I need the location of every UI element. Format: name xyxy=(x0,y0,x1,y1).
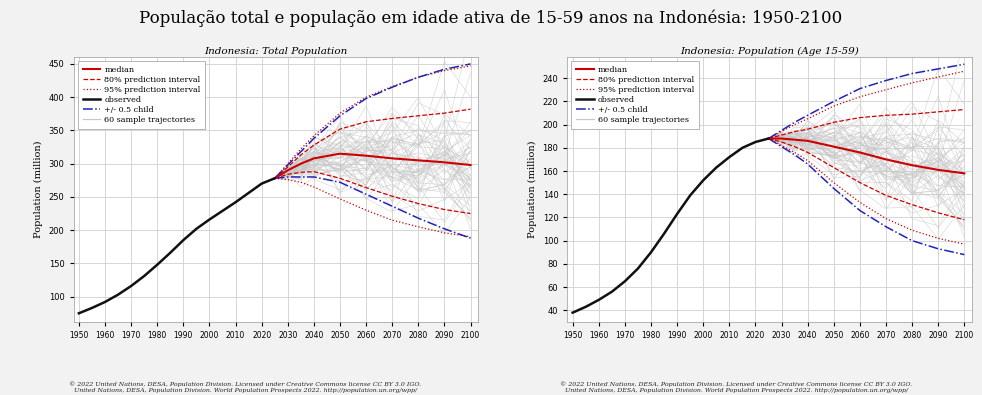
Text: © 2022 United Nations, DESA, Population Division. Licensed under Creative Common: © 2022 United Nations, DESA, Population … xyxy=(561,382,912,393)
Title: Indonesia: Total Population: Indonesia: Total Population xyxy=(204,47,348,56)
Text: © 2022 United Nations, DESA, Population Division. Licensed under Creative Common: © 2022 United Nations, DESA, Population … xyxy=(70,382,421,393)
Y-axis label: Population (million): Population (million) xyxy=(34,141,43,238)
Text: População total e população em idade ativa de 15-59 anos na Indonésia: 1950-2100: População total e população em idade ati… xyxy=(139,10,843,27)
Legend: median, 80% prediction interval, 95% prediction interval, observed, +/- 0.5 chil: median, 80% prediction interval, 95% pre… xyxy=(78,61,205,129)
Title: Indonesia: Population (Age 15-59): Indonesia: Population (Age 15-59) xyxy=(681,47,859,56)
Legend: median, 80% prediction interval, 95% prediction interval, observed, +/- 0.5 chil: median, 80% prediction interval, 95% pre… xyxy=(572,61,699,129)
Y-axis label: Population (million): Population (million) xyxy=(528,141,537,238)
